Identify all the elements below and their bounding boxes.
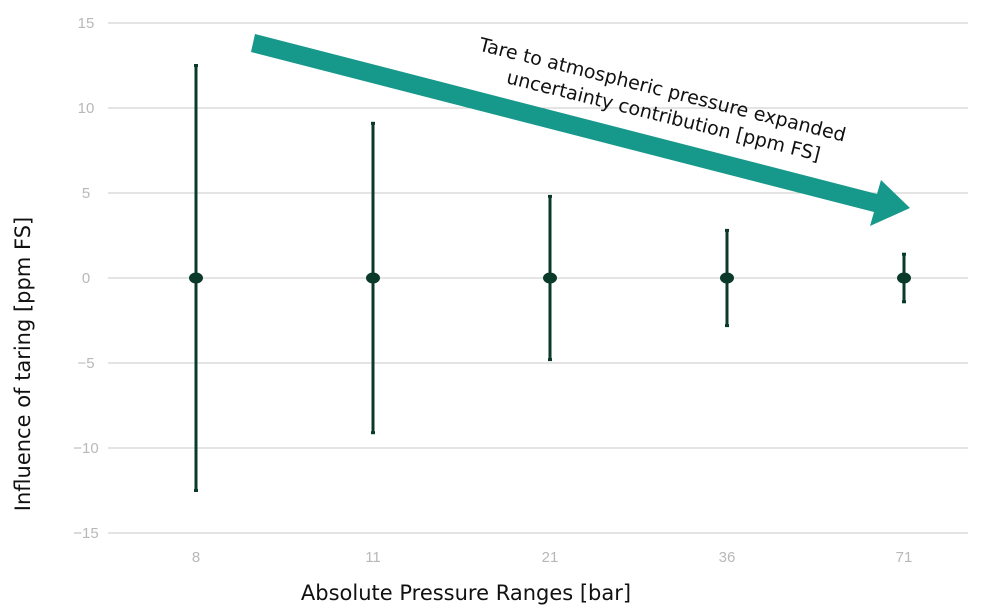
data-point (366, 272, 380, 284)
y-tick-label: 5 (82, 185, 90, 202)
error-bar-series (189, 64, 911, 492)
data-point (897, 272, 911, 284)
error-bar (720, 228, 734, 328)
grid-lines (108, 22, 968, 534)
error-bar (366, 121, 380, 435)
y-tick-label: −5 (77, 355, 94, 372)
y-tick-label: 15 (78, 15, 95, 32)
data-point (720, 272, 734, 284)
y-tick-label: −15 (73, 525, 98, 542)
x-tick-labels: 8 11 21 36 71 (192, 549, 913, 566)
data-point (543, 272, 557, 284)
data-point (189, 272, 203, 284)
x-axis-title: Absolute Pressure Ranges [bar] (301, 581, 631, 605)
x-tick-label: 8 (192, 549, 200, 566)
x-tick-label: 36 (719, 549, 736, 566)
y-tick-labels: 15 10 5 0 −5 −10 −15 (73, 15, 98, 542)
trend-arrow-shape (251, 34, 910, 226)
y-axis-title: Influence of taring [ppm FS] (11, 217, 35, 511)
y-tick-label: 10 (78, 100, 95, 117)
error-bar (189, 64, 203, 492)
error-bar (897, 252, 911, 304)
y-tick-label: 0 (82, 270, 90, 287)
trend-arrow (251, 34, 910, 226)
error-bar (543, 194, 557, 362)
y-tick-label: −10 (73, 440, 98, 457)
x-tick-label: 21 (542, 549, 559, 566)
x-tick-label: 71 (896, 549, 913, 566)
x-tick-label: 11 (365, 549, 381, 566)
